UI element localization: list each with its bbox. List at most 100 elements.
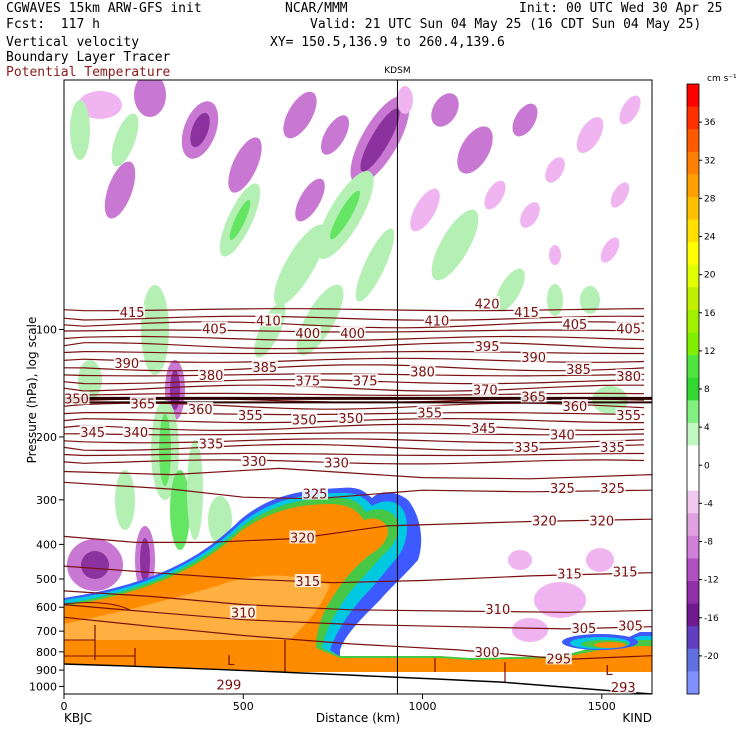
isentrope-label-bg xyxy=(599,481,626,495)
colorbar-tick-label: -8 xyxy=(704,538,713,548)
y-tick-label: 300 xyxy=(36,494,57,507)
isentrope-label-bg xyxy=(323,455,350,469)
colorbar-tick-label: 0 xyxy=(704,461,710,471)
isentrope-label: 380 xyxy=(199,369,224,384)
isentrope-label: 345 xyxy=(471,422,496,437)
isentrope-label: 325 xyxy=(550,482,575,497)
isentrope-label-bg xyxy=(556,566,583,580)
isentrope-label: 355 xyxy=(417,407,442,422)
isentrope-label: 310 xyxy=(231,607,256,622)
isentrope-label-bg xyxy=(472,382,499,396)
isentrope-label-bg xyxy=(615,321,642,335)
colorbar-swatch xyxy=(687,332,699,356)
isentrope xyxy=(64,357,645,363)
colorbar-tick-label: 36 xyxy=(704,118,716,128)
init-time: Init: 00 UTC Wed 30 Apr 25 xyxy=(519,1,723,16)
isentrope-label: 400 xyxy=(340,327,365,342)
isentrope-label: 305 xyxy=(618,620,643,635)
plot-frame xyxy=(63,79,653,695)
isentrope-label: 400 xyxy=(295,327,320,342)
colorbar-swatch xyxy=(687,287,699,311)
isentrope-label-bg xyxy=(615,408,642,422)
y-tick-label: 800 xyxy=(36,646,57,659)
isentrope-label: 405 xyxy=(563,318,588,333)
colorbar-tick-label: 16 xyxy=(704,309,716,319)
isentrope-label: 315 xyxy=(557,567,582,582)
isentrope-label: 310 xyxy=(485,603,510,618)
isentrope-label-bg xyxy=(215,677,242,691)
isentrope-label: 325 xyxy=(303,488,328,503)
isentrope-label-bg xyxy=(470,420,497,434)
isentrope-label-bg xyxy=(570,620,597,634)
colorbar-swatch xyxy=(687,535,699,559)
isentrope-label: 345 xyxy=(80,426,105,441)
isentrope-label-bg xyxy=(230,605,257,619)
colorbar-swatch xyxy=(687,129,699,153)
colorbar-tick-label: 20 xyxy=(704,271,716,281)
y-axis-title: Pressure (hPa), log scale xyxy=(25,317,39,464)
isentrope-label: 405 xyxy=(616,322,641,337)
source-label: NCAR/MMM xyxy=(285,1,348,16)
isentrope-label-bg xyxy=(513,440,540,454)
isentrope xyxy=(64,384,644,392)
isentrope-label: 355 xyxy=(616,409,641,424)
isentrope-label: 420 xyxy=(475,297,500,312)
isentrope-label: 405 xyxy=(202,322,227,337)
isentrope xyxy=(64,315,645,321)
colorbar-swatch xyxy=(687,377,699,401)
isentrope-label-bg xyxy=(291,412,318,426)
isentrope-label: 340 xyxy=(123,426,148,441)
colorbar-tick-label: 12 xyxy=(704,347,715,357)
isentrope-label: 350 xyxy=(292,414,317,429)
isentrope-label: 300 xyxy=(475,646,500,661)
isentrope-label-bg xyxy=(520,349,547,363)
isentrope-label: 330 xyxy=(324,456,349,471)
isentrope xyxy=(64,467,652,480)
isentrope xyxy=(64,350,644,355)
colorbar-tick-label: -20 xyxy=(704,652,719,662)
isentrope-label-bg xyxy=(339,326,366,340)
isentrope-label: 365 xyxy=(521,390,546,405)
terrain-surface-line xyxy=(64,663,652,694)
isentrope-label: 410 xyxy=(424,315,449,330)
isentrope-label-bg xyxy=(113,356,140,370)
x-tick-label: 1000 xyxy=(409,700,437,713)
y-tick-label: 500 xyxy=(36,573,57,586)
isentrope-label: 320 xyxy=(532,514,557,529)
isentrope xyxy=(64,590,652,613)
isentrope-label-bg xyxy=(337,410,364,424)
colorbar-tick-label: -16 xyxy=(704,614,719,624)
isentrope-label-bg xyxy=(198,436,224,450)
isentrope-label: 335 xyxy=(600,441,625,456)
colorbar-swatch xyxy=(687,422,699,446)
isentrope-label-bg xyxy=(198,368,224,382)
isentrope xyxy=(64,438,645,444)
colorbar-swatch xyxy=(687,581,699,605)
isentrope xyxy=(64,308,645,312)
colorbar-swatch xyxy=(687,671,699,695)
y-tick-label: 900 xyxy=(36,664,57,677)
isentrope-label: 293 xyxy=(611,681,636,696)
isentrope xyxy=(64,364,645,372)
isentrope xyxy=(64,342,645,350)
isentrope-label-bg xyxy=(201,321,228,335)
isentrope xyxy=(64,604,652,630)
isentrope-label-bg xyxy=(588,513,615,527)
colorbar-swatch xyxy=(687,355,699,379)
vertical-velocity-downward-field xyxy=(67,80,641,642)
isentrope-label: 305 xyxy=(571,622,596,637)
colorbar-swatch xyxy=(687,84,699,107)
isentrope-label-bg xyxy=(409,364,436,378)
low-pressure-marker: L xyxy=(605,664,613,679)
colorbar-tick-label: -12 xyxy=(704,576,719,586)
isentrope-label-bg xyxy=(423,313,450,327)
isentrope-label: 299 xyxy=(217,679,242,694)
isentrope-label-bg xyxy=(416,405,443,419)
cross-section-endpoints: XY= 150.5,136.9 to 260.4,139.6 xyxy=(270,35,505,50)
isentrope-label-bg xyxy=(294,326,321,340)
isentrope xyxy=(64,565,652,584)
colorbar-swatch xyxy=(687,309,699,333)
x-axis-title: Distance (km) xyxy=(316,711,400,725)
isentrope-label-bg xyxy=(531,513,558,527)
